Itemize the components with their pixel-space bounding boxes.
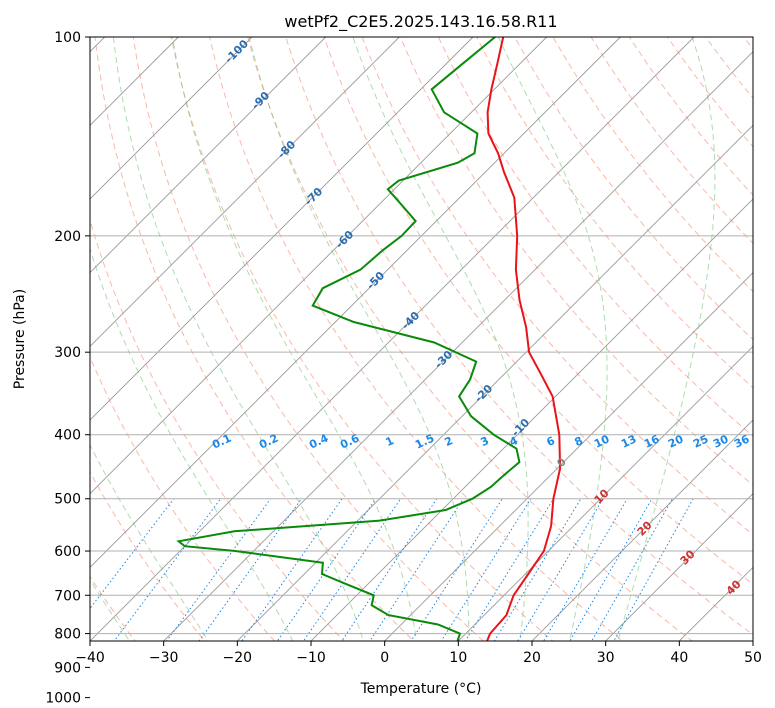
mixing-ratio-line [341, 498, 438, 641]
x-tick-label: −10 [296, 650, 326, 666]
dewpoint-line [176, 37, 521, 641]
moist-adiabat-line [112, 37, 364, 641]
moist-adiabat-line [90, 443, 209, 641]
dry-adiabat-line [94, 37, 415, 641]
plot-frame [89, 36, 754, 642]
mixing-ratio-line [369, 498, 464, 641]
mixing-ratio-line [166, 498, 272, 641]
isotherm-line [531, 419, 753, 641]
isotherm-line [384, 272, 753, 641]
x-tick-label: 10 [449, 650, 467, 666]
mixing-ratio-label: 30 [711, 432, 731, 450]
mixing-ratio-line [543, 498, 628, 641]
mixing-ratio-line [90, 498, 175, 610]
moist-adiabat-line [352, 37, 529, 641]
background-lines [90, 37, 753, 641]
isotherm-line [678, 566, 753, 641]
chart-title: wetPf2_C2E5.2025.143.16.58.R11 [284, 12, 557, 32]
mixing-ratio-label: 36 [732, 432, 752, 450]
x-axis-label: Temperature (°C) [360, 681, 482, 697]
dry-adiabat-line [514, 37, 753, 341]
dry-adiabat-line [399, 37, 753, 486]
isotherm-line [90, 37, 695, 641]
isotherm-line [605, 493, 753, 641]
y-tick-label: 200 [54, 229, 81, 245]
temperature-line [486, 37, 562, 641]
isotherm-line [90, 37, 400, 347]
dry-adiabat-line [476, 37, 753, 389]
x-tick-label: −20 [223, 650, 253, 666]
dry-adiabat-line [323, 37, 753, 585]
dry-adiabat-line [90, 218, 345, 641]
y-tick-label: 700 [54, 588, 81, 604]
isotherm-line [90, 37, 621, 568]
mixing-ratio-line [410, 498, 503, 641]
mixing-ratio-line [517, 498, 604, 641]
x-tick-label: 0 [380, 650, 389, 666]
mixing-ratio-label: 13 [619, 432, 638, 450]
moist-adiabat-line [617, 37, 716, 641]
x-tick-label: −40 [75, 650, 105, 666]
mixing-ratio-line [113, 498, 222, 641]
y-tick-label: 800 [54, 627, 81, 643]
isotherm-line [163, 51, 753, 641]
mixing-ratio-line [302, 498, 402, 641]
x-tick-label: 40 [670, 650, 688, 666]
series-lines [176, 37, 562, 641]
moist-adiabat-line [90, 247, 294, 641]
y-tick-label: 1000 [45, 691, 81, 707]
pressure-gridlines [90, 37, 753, 635]
y-tick-label: 100 [54, 30, 81, 46]
isotherm-line [457, 345, 753, 641]
mixing-ratio-label: 10 [592, 432, 612, 450]
dry-adiabat-line [437, 37, 753, 437]
y-tick-label: 900 [54, 660, 81, 676]
mixing-ratio-label: 20 [666, 432, 686, 450]
isotherm-line [90, 37, 253, 200]
axis-ticks: −40 −30 −20 −10 0 10 20 30 40 50 1000 900 800 700 600 5… [45, 30, 762, 707]
mixing-ratio-label: 16 [642, 432, 662, 450]
y-axis-label: Pressure (hPa) [12, 289, 28, 389]
x-tick-label: 50 [744, 650, 762, 666]
x-tick-label: 30 [597, 650, 615, 666]
x-tick-label: 20 [523, 650, 541, 666]
isotherm-line [90, 37, 326, 274]
mixing-ratio-label: 25 [691, 432, 710, 450]
moist-adiabat-line [248, 37, 470, 641]
isotherm-line [310, 198, 753, 641]
moist-adiabat-line [497, 37, 608, 641]
dry-adiabat-line [170, 37, 554, 641]
mixing-ratio-line [493, 498, 582, 641]
y-tick-label: 500 [54, 492, 81, 508]
x-tick-label: −30 [149, 650, 179, 666]
isotherm-line [90, 37, 547, 495]
dry-adiabat-line [361, 37, 753, 536]
mixing-ratio-line [198, 498, 302, 641]
dry-adiabat-line [209, 37, 624, 641]
y-tick-label: 600 [54, 544, 81, 560]
mixing-ratio-line [440, 498, 532, 641]
y-tick-label: 300 [54, 345, 81, 361]
y-tick-label: 400 [54, 428, 81, 444]
isotherm-line [236, 124, 753, 641]
